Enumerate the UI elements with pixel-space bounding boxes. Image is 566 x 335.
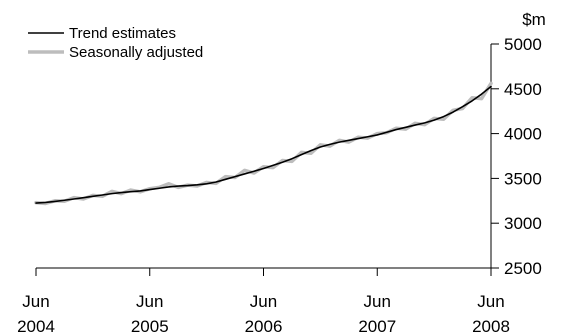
trend-estimates-line xyxy=(35,85,492,204)
seasonally-adjusted-line xyxy=(34,81,493,206)
y-axis-unit-label: $m xyxy=(522,10,546,29)
y-tick-label: 3500 xyxy=(504,169,542,188)
x-tick-label: 2008 xyxy=(472,317,510,335)
y-tick-label: 3000 xyxy=(504,214,542,233)
y-tick-label: 4500 xyxy=(504,80,542,99)
axes: Jun 2004 Jun 2005 Jun 2006 Jun 2007 Jun 2008 2500 3… xyxy=(17,10,546,335)
series-layer xyxy=(34,81,493,206)
y-tick-label: 5000 xyxy=(504,35,542,54)
x-tick-label: Jun xyxy=(364,292,391,311)
legend-seasonal-label: Seasonally adjusted xyxy=(69,44,203,61)
x-tick-label: Jun xyxy=(136,292,163,311)
x-tick-label: Jun xyxy=(22,292,49,311)
x-tick-label: Jun xyxy=(477,292,504,311)
legend-trend-label: Trend estimates xyxy=(69,25,176,42)
y-tick-label: 4000 xyxy=(504,125,542,144)
x-tick-label: Jun xyxy=(250,292,277,311)
y-tick-label: 2500 xyxy=(504,259,542,278)
x-tick-label: 2005 xyxy=(131,317,169,335)
x-tick-label: 2006 xyxy=(245,317,283,335)
x-tick-label: 2007 xyxy=(358,317,396,335)
x-tick-label: 2004 xyxy=(17,317,55,335)
legend: Trend estimates Seasonally adjusted xyxy=(28,25,203,61)
